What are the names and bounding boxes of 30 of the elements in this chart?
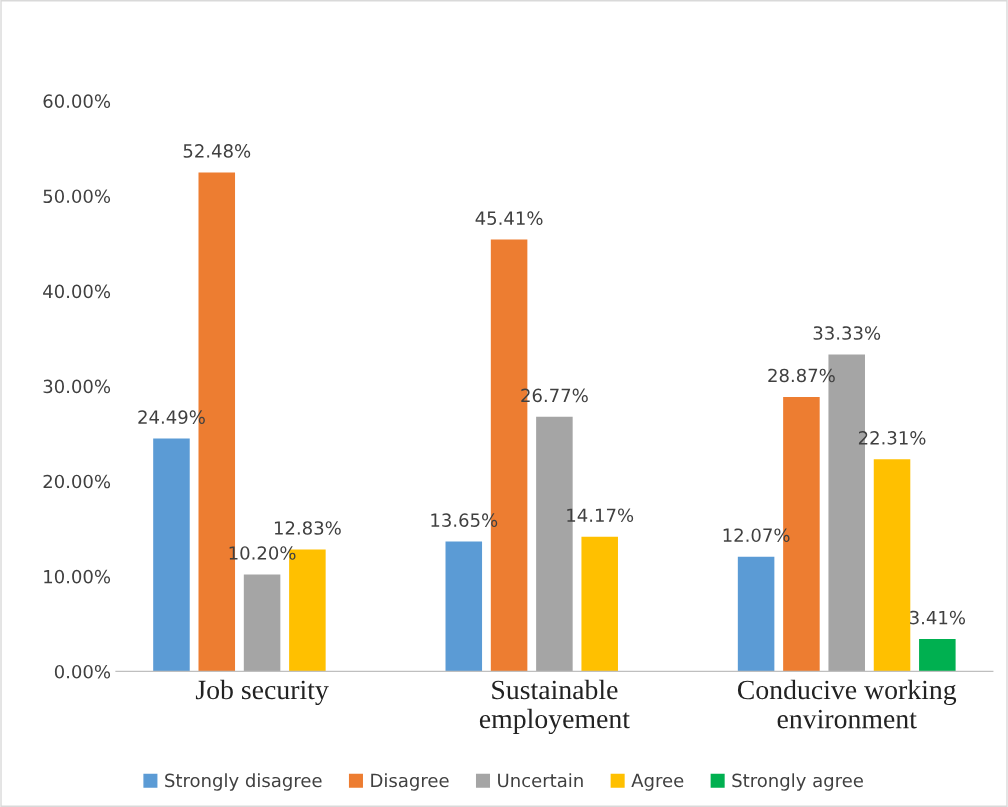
- legend-label: Strongly agree: [732, 773, 863, 791]
- bar: [153, 438, 190, 672]
- legend-label: Agree: [631, 773, 684, 791]
- y-tick-label: 20.00%: [43, 474, 111, 489]
- data-label: 28.87%: [768, 368, 835, 383]
- bar: [737, 556, 775, 672]
- y-tick-label: 60.00%: [43, 94, 111, 108]
- y-tick-label: 30.00%: [43, 379, 111, 394]
- data-label: 52.48%: [183, 144, 251, 158]
- x-tick-label: Job security: [195, 679, 329, 706]
- legend-label: Uncertain: [498, 773, 583, 788]
- x-tick-label: Sustainable employement: [479, 679, 630, 735]
- bar: [581, 536, 618, 672]
- bar: [445, 541, 483, 672]
- y-tick-label: 40.00%: [43, 284, 111, 299]
- legend-label: Disagree: [371, 773, 449, 791]
- y-tick-label: 50.00%: [43, 189, 111, 204]
- data-label: 45.41%: [475, 211, 543, 225]
- data-label: 22.31%: [858, 431, 926, 445]
- data-label: 3.41%: [910, 610, 966, 625]
- data-label: 12.83%: [274, 521, 341, 535]
- legend-label: Strongly disagree: [165, 773, 322, 791]
- bar: [243, 574, 281, 672]
- y-tick-label: 10.00%: [44, 569, 111, 584]
- bar: [919, 639, 956, 672]
- data-label: 33.33%: [813, 326, 881, 340]
- x-tick-label: Conducive working environment: [737, 679, 957, 729]
- data-label: 14.17%: [567, 508, 634, 523]
- bar: [873, 459, 911, 672]
- y-tick-label: 0.00%: [54, 664, 111, 679]
